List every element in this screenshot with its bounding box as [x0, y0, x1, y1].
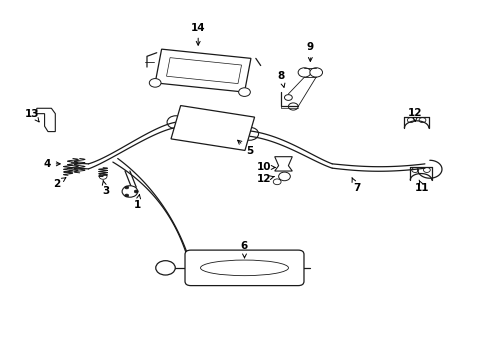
Text: 9: 9 — [306, 42, 313, 62]
Text: 4: 4 — [43, 159, 60, 169]
Text: 12: 12 — [407, 108, 422, 122]
Text: 13: 13 — [25, 109, 40, 122]
FancyBboxPatch shape — [184, 250, 304, 285]
Circle shape — [156, 261, 175, 275]
Text: 12: 12 — [256, 174, 274, 184]
Text: 14: 14 — [190, 23, 205, 45]
Circle shape — [134, 190, 138, 193]
Text: 3: 3 — [102, 180, 109, 196]
Text: 8: 8 — [277, 71, 285, 87]
Circle shape — [167, 116, 184, 129]
Circle shape — [278, 172, 290, 181]
Circle shape — [149, 78, 161, 87]
Circle shape — [124, 186, 128, 189]
Text: 6: 6 — [241, 241, 247, 258]
Text: 2: 2 — [53, 178, 66, 189]
Ellipse shape — [200, 260, 288, 276]
Text: 5: 5 — [237, 140, 252, 156]
Circle shape — [122, 186, 138, 197]
Polygon shape — [155, 49, 250, 92]
Polygon shape — [171, 105, 254, 150]
Text: 7: 7 — [351, 177, 360, 193]
Circle shape — [238, 88, 250, 96]
Polygon shape — [37, 108, 55, 132]
Circle shape — [241, 127, 258, 140]
Text: 10: 10 — [256, 162, 275, 172]
Text: 11: 11 — [414, 180, 429, 193]
Text: 1: 1 — [133, 194, 141, 210]
Circle shape — [309, 68, 322, 77]
Polygon shape — [274, 157, 292, 171]
Circle shape — [298, 68, 310, 77]
Circle shape — [124, 194, 128, 197]
